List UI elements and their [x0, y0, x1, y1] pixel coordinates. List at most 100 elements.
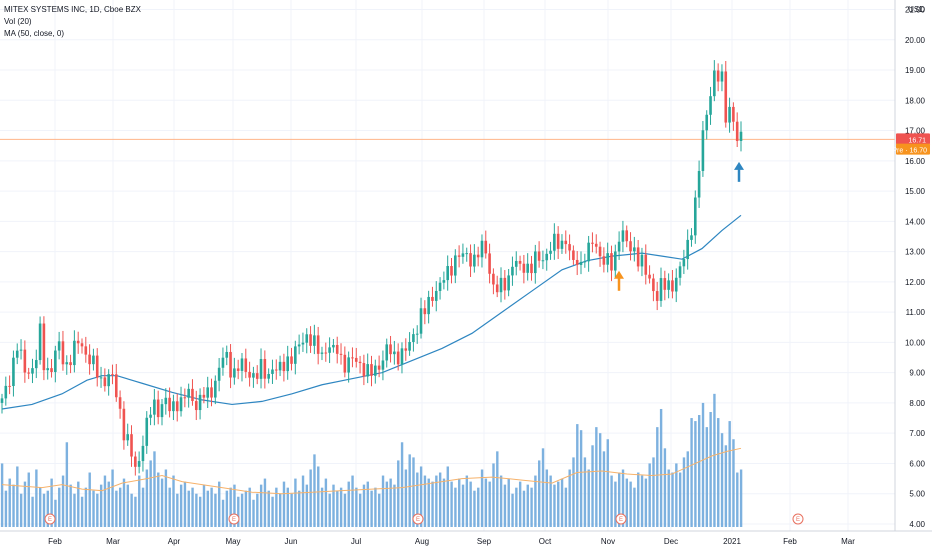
- candle-body: [385, 344, 389, 361]
- indicator-volume-label: Vol (20): [4, 17, 32, 26]
- candle-body: [495, 284, 499, 293]
- candle-body: [404, 348, 408, 351]
- candle-body: [617, 241, 621, 252]
- price-badges: 16.71 Pre · 16.70: [892, 133, 930, 155]
- candle-body: [370, 364, 373, 376]
- candle-body: [438, 282, 442, 291]
- time-tick-label: Jun: [285, 537, 298, 546]
- price-tick-label: 11.00: [906, 308, 926, 317]
- candle-body: [202, 394, 206, 398]
- volume-bar: [378, 493, 381, 527]
- candle-body: [103, 377, 107, 387]
- volume-bar: [671, 472, 674, 527]
- volume-bar: [397, 460, 400, 527]
- candle-body: [545, 253, 549, 261]
- volume-bar: [153, 451, 156, 527]
- volume-bar: [522, 490, 526, 527]
- volume-bar: [576, 424, 579, 527]
- volume-bar: [469, 481, 472, 527]
- volume-bar: [164, 469, 168, 527]
- volume-bar: [675, 463, 678, 527]
- volume-bar: [339, 487, 343, 527]
- volume-bar: [667, 469, 670, 527]
- candle-body: [412, 334, 415, 342]
- volume-bar: [271, 496, 274, 527]
- volume-bar: [732, 439, 735, 527]
- volume-bar: [50, 478, 53, 527]
- volume-bar: [358, 493, 362, 527]
- candle-body: [610, 253, 613, 271]
- volume-bar: [157, 472, 160, 527]
- candle-body: [667, 280, 670, 290]
- candle-body: [46, 368, 50, 371]
- volume-bar: [145, 469, 149, 527]
- volume-bar: [256, 493, 259, 527]
- candle-body: [633, 247, 636, 252]
- candle-body: [522, 263, 526, 273]
- volume-bar: [92, 490, 95, 527]
- volume-bar: [267, 490, 270, 527]
- time-tick-label: Apr: [168, 537, 181, 546]
- candle-body: [549, 250, 552, 254]
- volume-bar: [477, 487, 480, 527]
- candles: [0, 60, 743, 476]
- candle-body: [358, 361, 362, 364]
- volume-bar: [720, 433, 724, 527]
- volume-bar: [233, 484, 236, 527]
- volume-bar: [496, 451, 499, 527]
- time-tick-label: Dec: [664, 537, 678, 546]
- volume-bar: [438, 472, 442, 527]
- volume-bar: [118, 487, 122, 527]
- candle-body: [84, 346, 88, 355]
- candle-body: [709, 96, 712, 115]
- candle-body: [229, 351, 232, 378]
- volume-bar: [317, 466, 320, 527]
- candle-body: [335, 344, 339, 354]
- volume-bar: [717, 418, 720, 527]
- volume-bar: [598, 433, 602, 527]
- volume-bar: [221, 499, 225, 527]
- candle-body: [720, 71, 724, 82]
- candle-body: [313, 335, 316, 346]
- price-axis: USD 21.00 20.00 19.00 18.00 17.00 16.00 15.00 1…: [894, 0, 926, 531]
- volume-bar: [122, 478, 126, 527]
- candle-body: [122, 408, 126, 441]
- volume-bar: [4, 490, 8, 527]
- volume-bar: [530, 487, 533, 527]
- volume-bar: [713, 393, 716, 527]
- volume-bar: [488, 481, 491, 527]
- volume-bar: [465, 475, 469, 527]
- volume-bar: [96, 493, 99, 527]
- candle-body: [4, 385, 8, 399]
- volume-bar: [313, 454, 316, 527]
- volume-bar: [682, 457, 686, 527]
- candle-body: [408, 341, 411, 351]
- volume-bar: [629, 481, 632, 527]
- volume-bar: [393, 484, 396, 527]
- time-tick-label: May: [225, 537, 240, 546]
- candle-body: [301, 342, 305, 345]
- volume-bar: [252, 499, 255, 527]
- volume-bar: [442, 478, 446, 527]
- volume-bar: [206, 490, 210, 527]
- candle-body: [168, 397, 171, 412]
- volume-bar: [46, 490, 50, 527]
- candle-body: [575, 259, 579, 265]
- volume-bar: [69, 484, 72, 527]
- volume-bar: [587, 469, 590, 527]
- volume-bar: [709, 412, 712, 527]
- volume-bar: [694, 421, 697, 527]
- earnings-marker: [412, 513, 424, 525]
- candle-body: [274, 369, 278, 371]
- candle-body: [145, 417, 149, 446]
- volume-bar: [42, 493, 46, 527]
- volume-bar: [568, 469, 571, 527]
- volume-bar: [286, 487, 289, 527]
- volume-bar: [0, 463, 4, 527]
- volume-bar: [385, 481, 389, 527]
- volume-bar: [736, 472, 739, 527]
- candle-body: [427, 296, 430, 315]
- candle-body: [320, 352, 324, 354]
